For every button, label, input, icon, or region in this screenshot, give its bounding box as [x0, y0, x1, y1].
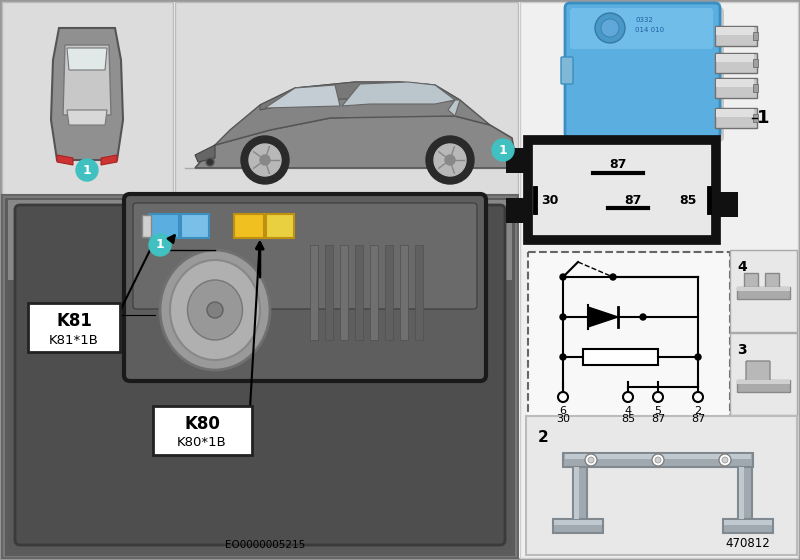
FancyBboxPatch shape — [528, 252, 730, 417]
FancyBboxPatch shape — [753, 32, 758, 40]
FancyBboxPatch shape — [15, 205, 505, 545]
FancyBboxPatch shape — [715, 108, 757, 128]
Text: 014 010: 014 010 — [635, 27, 664, 33]
Circle shape — [241, 136, 289, 184]
FancyBboxPatch shape — [716, 79, 754, 87]
FancyBboxPatch shape — [8, 200, 512, 280]
FancyBboxPatch shape — [2, 2, 173, 195]
FancyBboxPatch shape — [506, 198, 528, 223]
Text: K80: K80 — [184, 415, 220, 433]
Circle shape — [588, 457, 594, 463]
FancyBboxPatch shape — [737, 380, 790, 384]
Circle shape — [653, 392, 663, 402]
Text: EO0000005215: EO0000005215 — [225, 540, 305, 550]
FancyBboxPatch shape — [715, 53, 757, 73]
FancyBboxPatch shape — [561, 57, 573, 84]
Text: K81*1B: K81*1B — [49, 334, 99, 347]
Text: 3: 3 — [737, 343, 746, 357]
Text: 1: 1 — [82, 164, 91, 176]
Circle shape — [445, 155, 455, 165]
Polygon shape — [51, 28, 123, 160]
Circle shape — [249, 144, 281, 176]
FancyBboxPatch shape — [716, 54, 754, 62]
FancyBboxPatch shape — [520, 2, 798, 558]
FancyBboxPatch shape — [730, 333, 797, 415]
FancyBboxPatch shape — [400, 245, 408, 340]
FancyBboxPatch shape — [716, 192, 738, 217]
FancyBboxPatch shape — [737, 287, 790, 299]
FancyBboxPatch shape — [744, 273, 758, 287]
Circle shape — [719, 454, 731, 466]
Text: 4: 4 — [737, 260, 746, 274]
FancyBboxPatch shape — [234, 214, 264, 238]
FancyBboxPatch shape — [753, 84, 758, 92]
Polygon shape — [67, 110, 107, 125]
Polygon shape — [101, 155, 117, 165]
Circle shape — [206, 158, 214, 166]
Circle shape — [695, 354, 701, 360]
Circle shape — [623, 392, 633, 402]
FancyBboxPatch shape — [765, 273, 779, 287]
Circle shape — [655, 457, 661, 463]
FancyBboxPatch shape — [175, 2, 518, 195]
FancyBboxPatch shape — [310, 245, 318, 340]
FancyBboxPatch shape — [181, 214, 209, 238]
FancyBboxPatch shape — [716, 27, 754, 35]
FancyBboxPatch shape — [715, 26, 757, 46]
Text: 2: 2 — [694, 406, 702, 416]
FancyBboxPatch shape — [716, 109, 754, 117]
FancyBboxPatch shape — [730, 250, 797, 332]
Circle shape — [149, 234, 171, 256]
Polygon shape — [195, 115, 515, 168]
Text: 30: 30 — [556, 414, 570, 424]
Circle shape — [558, 392, 568, 402]
FancyBboxPatch shape — [738, 467, 752, 519]
Polygon shape — [448, 100, 460, 116]
Ellipse shape — [187, 280, 242, 340]
FancyBboxPatch shape — [149, 214, 179, 238]
Text: 1: 1 — [498, 143, 507, 156]
FancyBboxPatch shape — [142, 215, 151, 237]
Text: 87: 87 — [691, 414, 705, 424]
Circle shape — [595, 13, 625, 43]
Polygon shape — [260, 82, 460, 110]
FancyBboxPatch shape — [573, 467, 587, 519]
Circle shape — [640, 314, 646, 320]
FancyBboxPatch shape — [266, 214, 294, 238]
Circle shape — [610, 274, 616, 280]
FancyBboxPatch shape — [370, 245, 378, 340]
FancyBboxPatch shape — [5, 198, 515, 556]
FancyBboxPatch shape — [563, 453, 753, 467]
Text: 87: 87 — [651, 414, 665, 424]
Text: 0332: 0332 — [635, 17, 653, 23]
Text: 5: 5 — [654, 406, 662, 416]
FancyBboxPatch shape — [325, 245, 333, 340]
Polygon shape — [588, 307, 618, 327]
Circle shape — [207, 160, 213, 165]
FancyBboxPatch shape — [753, 59, 758, 67]
FancyBboxPatch shape — [506, 148, 528, 173]
Circle shape — [693, 392, 703, 402]
Circle shape — [76, 159, 98, 181]
FancyBboxPatch shape — [528, 140, 716, 240]
FancyBboxPatch shape — [133, 203, 477, 309]
Polygon shape — [63, 45, 111, 115]
FancyBboxPatch shape — [553, 519, 603, 533]
Text: 87: 87 — [610, 158, 626, 171]
FancyBboxPatch shape — [739, 467, 744, 519]
Polygon shape — [67, 48, 107, 70]
FancyBboxPatch shape — [583, 349, 658, 365]
FancyBboxPatch shape — [340, 245, 348, 340]
FancyBboxPatch shape — [569, 7, 724, 142]
Text: 6: 6 — [559, 406, 566, 416]
Circle shape — [601, 19, 619, 37]
FancyBboxPatch shape — [355, 245, 363, 340]
Text: 1: 1 — [757, 109, 770, 127]
Polygon shape — [342, 82, 455, 106]
Polygon shape — [57, 155, 73, 165]
Circle shape — [207, 302, 223, 318]
Text: K80*1B: K80*1B — [177, 436, 227, 450]
FancyBboxPatch shape — [746, 361, 770, 381]
FancyBboxPatch shape — [8, 280, 512, 550]
